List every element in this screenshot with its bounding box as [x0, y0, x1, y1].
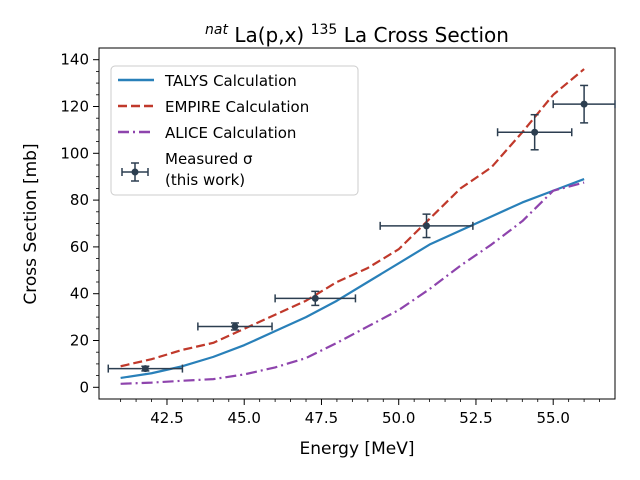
measured-point: [274, 290, 357, 307]
y-tick-label: 100: [60, 144, 89, 162]
y-tick-label: 40: [70, 285, 89, 303]
measured-point: [197, 322, 273, 331]
series-line-empire: [120, 68, 585, 368]
measured-marker: [311, 294, 319, 302]
title-base: La(p,x): [234, 23, 304, 47]
measured-marker: [231, 322, 239, 330]
y-tick-label: 120: [60, 98, 89, 116]
title-mass-superscript: 135: [311, 22, 338, 38]
measured-marker: [141, 365, 149, 373]
x-tick-label: 42.5: [150, 409, 183, 427]
x-tick-label: 50.0: [382, 409, 415, 427]
series-line-alice: [120, 181, 585, 385]
legend-label-measured-line1: Measured σ: [165, 150, 253, 168]
x-axis-label: Energy [MeV]: [300, 439, 415, 459]
legend: TALYS Calculation EMPIRE Calculation ALI…: [110, 65, 359, 196]
chart-title: nat La(p,x) 135 La Cross Section: [205, 15, 509, 47]
measured-point: [107, 364, 184, 373]
y-axis-label: Cross Section [mb]: [21, 143, 41, 304]
series-layer: [120, 68, 585, 385]
title-prefix-superscript: nat: [205, 22, 228, 38]
legend-swatch-measured: [121, 162, 149, 182]
title-tail: La Cross Section: [344, 23, 509, 47]
legend-box: [110, 65, 359, 196]
legend-label-empire: EMPIRE Calculation: [165, 98, 309, 116]
y-tick-label: 80: [70, 191, 89, 209]
measured-point: [496, 113, 573, 151]
y-tick-label: 0: [79, 378, 89, 396]
measured-marker: [531, 128, 539, 136]
x-tick-label: 55.0: [537, 409, 570, 427]
x-tick-label: 52.5: [459, 409, 492, 427]
x-tick-label: 47.5: [305, 409, 338, 427]
legend-label-measured-line2: (this work): [165, 171, 245, 189]
y-tick-label: 140: [60, 51, 89, 69]
measured-point: [552, 84, 616, 124]
axis-ticks: 42.5 45.0 47.5 50.0 52.5 55.0 0 20 40 60 80 100 120 1…: [60, 51, 600, 427]
measured-marker: [423, 222, 431, 230]
legend-label-talys: TALYS Calculation: [164, 72, 297, 90]
measured-point: [379, 213, 474, 239]
legend-label-alice: ALICE Calculation: [165, 124, 296, 142]
y-tick-label: 60: [70, 238, 89, 256]
series-line-talys: [120, 178, 585, 380]
y-tick-label: 20: [70, 332, 89, 350]
measured-points-layer: [107, 84, 616, 373]
measured-marker: [580, 100, 588, 108]
x-tick-label: 45.0: [228, 409, 261, 427]
